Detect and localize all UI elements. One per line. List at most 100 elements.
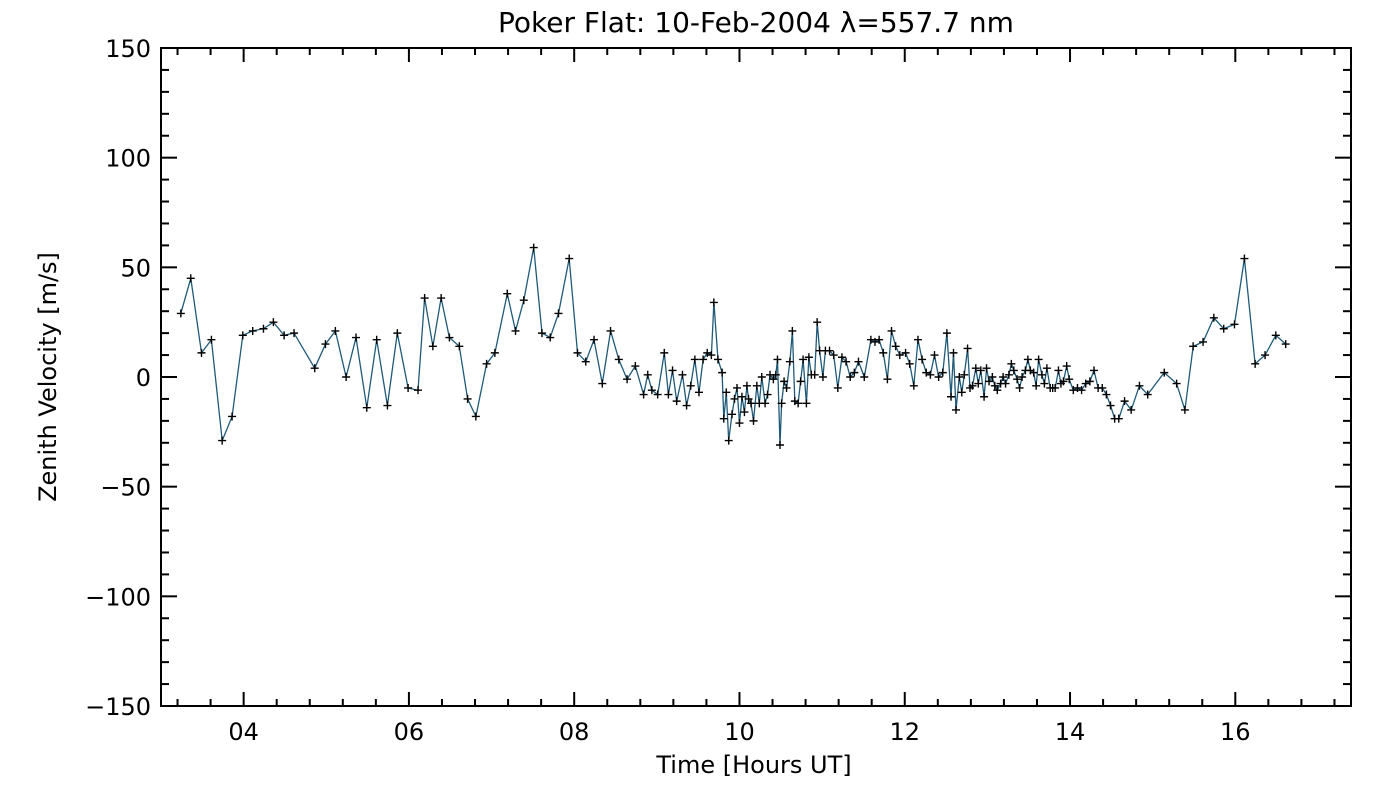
data-point bbox=[810, 370, 819, 379]
data-point bbox=[724, 436, 733, 445]
data-point bbox=[1172, 379, 1181, 388]
data-point bbox=[1160, 368, 1169, 377]
data-point bbox=[1240, 254, 1249, 263]
data-point bbox=[1069, 386, 1078, 395]
data-point bbox=[707, 351, 716, 360]
data-point bbox=[342, 373, 351, 381]
data-point bbox=[207, 335, 216, 344]
y-tick-label: −50 bbox=[100, 474, 151, 502]
data-point bbox=[942, 329, 951, 338]
data-point bbox=[719, 414, 728, 423]
data-point bbox=[573, 348, 582, 357]
data-point bbox=[713, 355, 722, 364]
data-point bbox=[722, 388, 731, 397]
data-point bbox=[1135, 381, 1144, 390]
data-point bbox=[930, 351, 939, 360]
data-point bbox=[887, 326, 896, 335]
data-point bbox=[703, 348, 712, 357]
data-point bbox=[1023, 355, 1032, 364]
data-point bbox=[875, 335, 884, 344]
data-point bbox=[804, 353, 813, 362]
data-point bbox=[668, 366, 677, 375]
data-point bbox=[653, 390, 662, 399]
y-tick-labels: −150 −100 −50 0 50 100 150 bbox=[85, 35, 151, 721]
data-point bbox=[280, 331, 289, 340]
data-point bbox=[1271, 331, 1280, 340]
data-point bbox=[1089, 366, 1098, 375]
data-point bbox=[883, 375, 892, 384]
data-point bbox=[176, 309, 185, 318]
data-point bbox=[310, 364, 319, 373]
data-point bbox=[672, 397, 681, 406]
data-point bbox=[777, 399, 786, 408]
y-tick-label: 0 bbox=[136, 364, 151, 392]
data-point bbox=[321, 340, 330, 349]
data-point bbox=[383, 401, 392, 410]
data-point bbox=[269, 318, 278, 327]
data-point bbox=[1127, 405, 1136, 414]
y-tick-label: 100 bbox=[105, 145, 151, 173]
data-point bbox=[737, 392, 746, 401]
data-point bbox=[218, 436, 227, 445]
data-point bbox=[740, 408, 749, 417]
data-point bbox=[1029, 368, 1038, 377]
data-point bbox=[1018, 373, 1027, 381]
data-point bbox=[614, 355, 623, 364]
data-point bbox=[749, 416, 758, 425]
x-tick-labels: 04 06 08 10 12 14 16 bbox=[228, 718, 1250, 746]
data-point bbox=[455, 342, 464, 351]
data-point bbox=[825, 346, 834, 355]
data-point bbox=[1143, 390, 1152, 399]
data-point bbox=[639, 390, 648, 399]
data-point bbox=[1073, 383, 1082, 392]
data-point bbox=[631, 362, 640, 371]
data-point bbox=[1251, 359, 1260, 368]
data-point bbox=[988, 373, 997, 381]
data-point bbox=[1007, 359, 1016, 368]
data-point bbox=[404, 383, 413, 392]
data-point bbox=[775, 440, 784, 449]
data-point bbox=[463, 394, 472, 403]
data-point bbox=[709, 298, 718, 307]
data-point bbox=[1219, 324, 1228, 333]
data-point bbox=[968, 381, 977, 390]
y-tick-label: −100 bbox=[85, 583, 151, 611]
data-point bbox=[1032, 381, 1041, 390]
data-point bbox=[623, 375, 632, 384]
data-point bbox=[1230, 320, 1239, 329]
x-tick-label: 16 bbox=[1220, 718, 1251, 746]
data-point bbox=[1037, 370, 1046, 379]
data-point bbox=[682, 401, 691, 410]
data-point bbox=[785, 357, 794, 366]
data-point bbox=[891, 342, 900, 351]
x-tick-label: 14 bbox=[1055, 718, 1086, 746]
data-point bbox=[1180, 405, 1189, 414]
data-point bbox=[647, 386, 656, 395]
data-point bbox=[1054, 366, 1063, 375]
data-point bbox=[747, 399, 756, 408]
data-point bbox=[782, 383, 791, 392]
data-point bbox=[1098, 383, 1107, 392]
data-point bbox=[829, 351, 838, 360]
data-point bbox=[866, 335, 875, 344]
data-point bbox=[331, 326, 340, 335]
data-point bbox=[837, 353, 846, 362]
data-point bbox=[428, 342, 437, 351]
data-point bbox=[186, 274, 195, 283]
data-point bbox=[905, 359, 914, 368]
data-point bbox=[813, 318, 822, 327]
data-point bbox=[971, 364, 980, 373]
data-point bbox=[1040, 379, 1049, 388]
data-point bbox=[699, 355, 708, 364]
data-point bbox=[735, 419, 744, 428]
data-point bbox=[842, 357, 851, 366]
data-point bbox=[1261, 351, 1270, 360]
data-point bbox=[565, 254, 574, 263]
data-point bbox=[503, 289, 512, 298]
data-point bbox=[1077, 386, 1086, 395]
data-point bbox=[963, 344, 972, 353]
x-tick-label: 06 bbox=[394, 718, 425, 746]
data-point bbox=[372, 335, 381, 344]
data-point bbox=[985, 377, 994, 386]
data-point bbox=[742, 381, 751, 390]
